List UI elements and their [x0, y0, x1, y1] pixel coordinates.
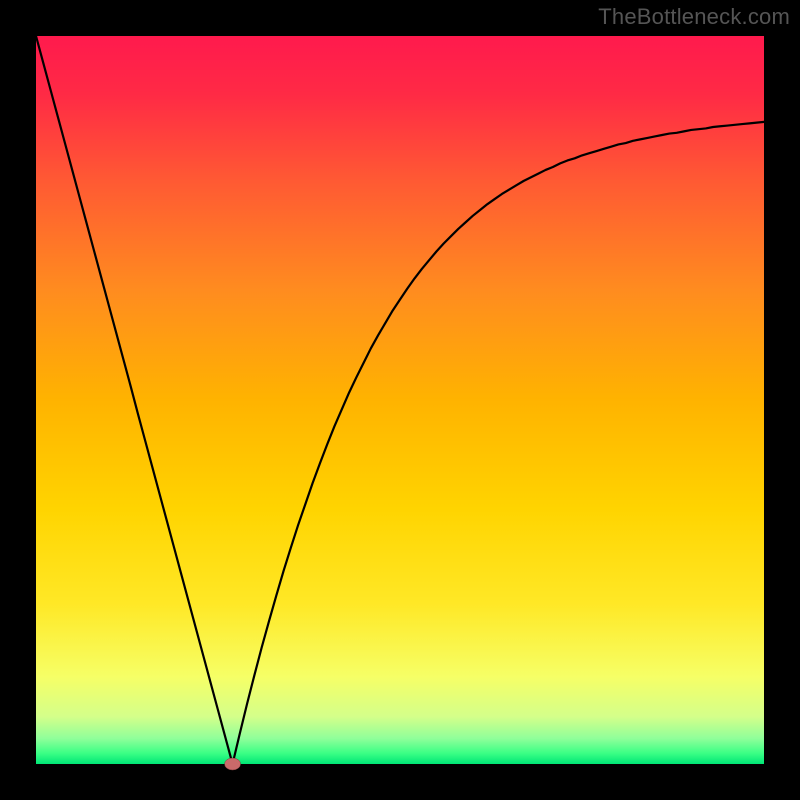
plot-area — [36, 36, 764, 764]
plot-svg — [36, 36, 764, 764]
minimum-marker — [225, 758, 241, 770]
attribution-text: TheBottleneck.com — [598, 4, 790, 30]
bottleneck-curve — [36, 36, 764, 764]
chart-root: TheBottleneck.com — [0, 0, 800, 800]
